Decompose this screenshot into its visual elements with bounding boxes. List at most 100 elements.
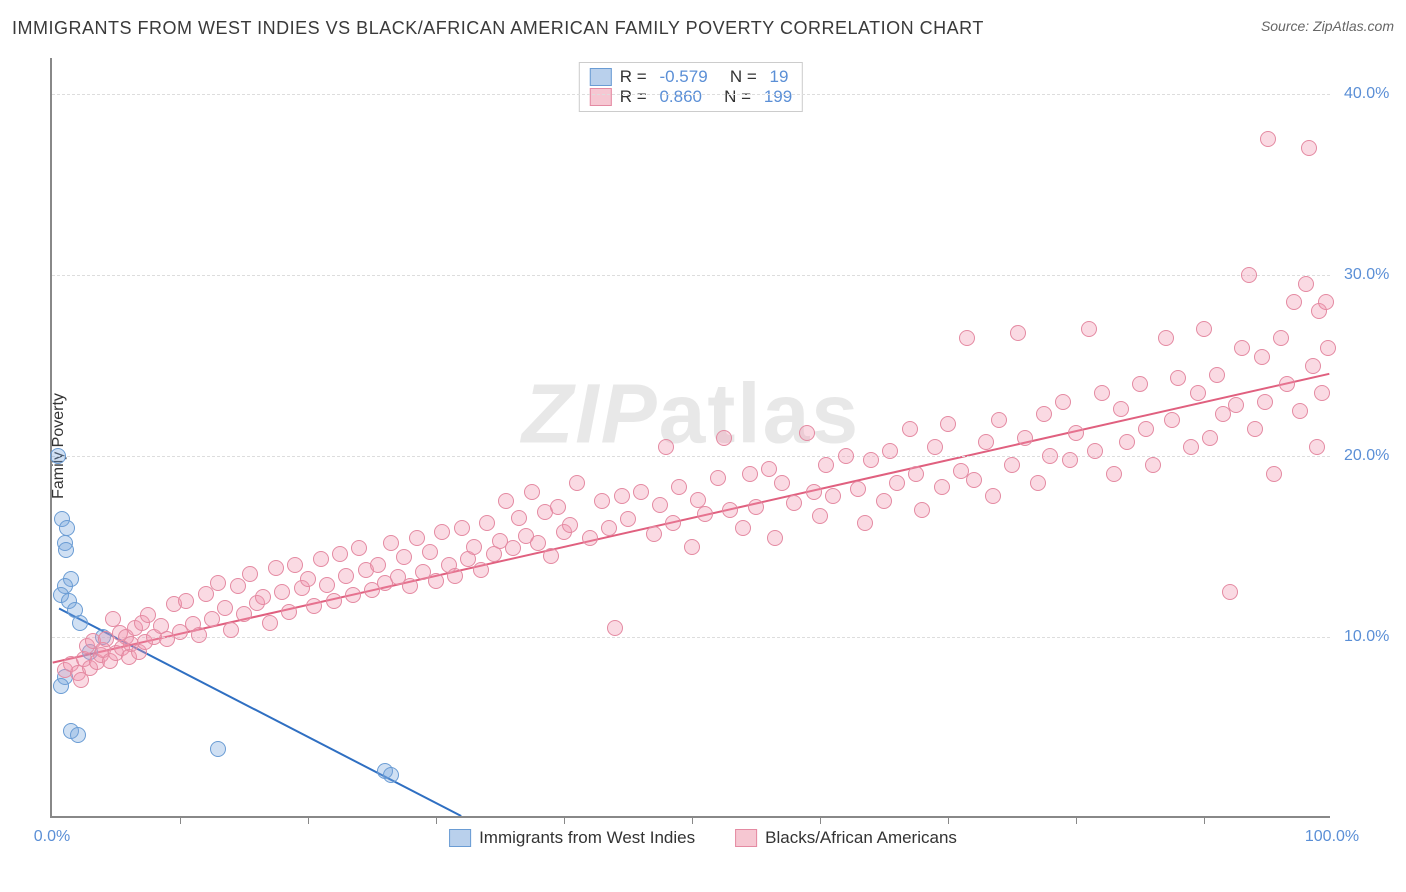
data-point	[1030, 475, 1046, 491]
data-point	[210, 741, 226, 757]
data-point	[466, 539, 482, 555]
data-point	[1298, 276, 1314, 292]
legend-r-value: 0.860	[659, 87, 702, 107]
data-point	[1311, 303, 1327, 319]
data-point	[1209, 367, 1225, 383]
legend-n-label: N =	[710, 87, 756, 107]
data-point	[1234, 340, 1250, 356]
data-point	[351, 540, 367, 556]
correlation-legend: R = -0.579 N = 19 R = 0.860 N = 199	[579, 62, 803, 112]
data-point	[306, 598, 322, 614]
data-point	[98, 631, 114, 647]
data-point	[58, 542, 74, 558]
data-point	[742, 466, 758, 482]
y-tick-label: 10.0%	[1344, 628, 1389, 646]
legend-swatch-icon	[590, 88, 612, 106]
data-point	[620, 511, 636, 527]
data-point	[332, 546, 348, 562]
data-point	[319, 577, 335, 593]
data-point	[505, 540, 521, 556]
data-point	[671, 479, 687, 495]
data-point	[85, 633, 101, 649]
data-point	[249, 595, 265, 611]
data-point	[1068, 425, 1084, 441]
watermark: ZIPatlas	[522, 366, 860, 463]
data-point	[1279, 376, 1295, 392]
data-point	[1119, 434, 1135, 450]
y-tick-label: 40.0%	[1344, 85, 1389, 103]
data-point	[262, 615, 278, 631]
data-point	[185, 616, 201, 632]
data-point	[1094, 385, 1110, 401]
data-point	[358, 562, 374, 578]
data-point	[562, 517, 578, 533]
data-point	[1190, 385, 1206, 401]
data-point	[345, 587, 361, 603]
trend-line	[53, 374, 1330, 663]
legend-n-value: 199	[764, 87, 792, 107]
gridline	[52, 275, 1330, 276]
x-tick	[1076, 816, 1077, 824]
data-point	[204, 611, 220, 627]
data-point	[710, 470, 726, 486]
data-point	[1036, 406, 1052, 422]
x-tick	[948, 816, 949, 824]
data-point	[268, 560, 284, 576]
data-point	[236, 606, 252, 622]
data-point	[646, 526, 662, 542]
data-point	[697, 506, 713, 522]
data-point	[287, 557, 303, 573]
data-point	[153, 618, 169, 634]
gridline	[52, 456, 1330, 457]
legend-r-label: R =	[620, 87, 652, 107]
data-point	[761, 461, 777, 477]
data-point	[70, 665, 86, 681]
data-point	[79, 638, 95, 654]
legend-item-label: Immigrants from West Indies	[479, 828, 695, 848]
data-point	[134, 615, 150, 631]
data-point	[409, 530, 425, 546]
data-point	[63, 571, 79, 587]
data-point	[1113, 401, 1129, 417]
data-point	[876, 493, 892, 509]
data-point	[255, 589, 271, 605]
data-point	[223, 622, 239, 638]
data-point	[1183, 439, 1199, 455]
data-point	[127, 620, 143, 636]
data-point	[978, 434, 994, 450]
data-point	[594, 493, 610, 509]
data-point	[377, 763, 393, 779]
data-point	[338, 568, 354, 584]
data-point	[806, 484, 822, 500]
data-point	[1004, 457, 1020, 473]
data-point	[63, 723, 79, 739]
data-point	[1158, 330, 1174, 346]
data-point	[863, 452, 879, 468]
data-point	[281, 604, 297, 620]
data-point	[57, 669, 73, 685]
data-point	[767, 530, 783, 546]
data-point	[1247, 421, 1263, 437]
data-point	[959, 330, 975, 346]
data-point	[850, 481, 866, 497]
data-point	[230, 578, 246, 594]
data-point	[370, 557, 386, 573]
data-point	[966, 472, 982, 488]
data-point	[460, 551, 476, 567]
data-point	[498, 493, 514, 509]
data-point	[953, 463, 969, 479]
data-point	[61, 593, 77, 609]
legend-swatch-icon	[735, 829, 757, 847]
data-point	[1010, 325, 1026, 341]
legend-swatch-icon	[590, 68, 612, 86]
data-point	[73, 672, 89, 688]
data-point	[716, 430, 732, 446]
data-point	[63, 656, 79, 672]
watermark-zip: ZIP	[522, 367, 659, 461]
data-point	[492, 533, 508, 549]
data-point	[1314, 385, 1330, 401]
data-point	[473, 562, 489, 578]
legend-n-value: 19	[769, 67, 788, 87]
x-tick-label: 0.0%	[34, 828, 70, 846]
data-point	[486, 546, 502, 562]
